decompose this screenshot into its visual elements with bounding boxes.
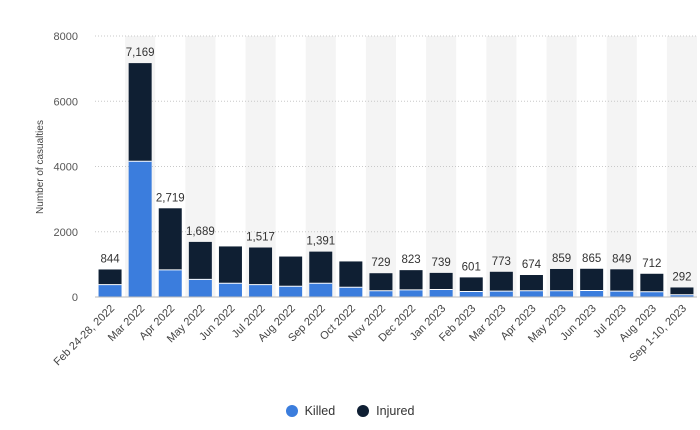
bar-killed[interactable] — [550, 290, 574, 297]
bars — [98, 63, 694, 297]
data-label: 823 — [401, 254, 420, 266]
x-tick-label: Sep 1-10, 2023 — [627, 303, 689, 365]
bar-injured[interactable] — [580, 268, 604, 291]
bar-killed[interactable] — [98, 284, 122, 297]
bar-killed[interactable] — [610, 291, 634, 297]
gridlines — [95, 35, 697, 297]
legend-item-injured[interactable]: Injured — [357, 404, 414, 418]
legend-injured-label: Injured — [376, 404, 415, 418]
bar-killed[interactable] — [158, 269, 182, 297]
bar-injured[interactable] — [610, 269, 634, 292]
data-label: 712 — [642, 258, 661, 270]
legend-killed-label: Killed — [304, 404, 336, 418]
bar-injured[interactable] — [519, 275, 543, 291]
data-label: 1,391 — [306, 236, 335, 248]
data-label: 849 — [612, 253, 631, 265]
y-tick-label: 0 — [72, 292, 78, 304]
bar-killed[interactable] — [640, 291, 664, 297]
bar-killed[interactable] — [489, 291, 513, 297]
data-label: 844 — [100, 253, 120, 265]
bar-injured[interactable] — [339, 261, 363, 288]
data-label: 2,719 — [156, 192, 185, 204]
data-label: 1,517 — [246, 232, 275, 244]
bar-killed[interactable] — [188, 279, 212, 297]
bar-injured[interactable] — [128, 63, 152, 162]
bar-injured[interactable] — [670, 287, 694, 295]
bar-injured[interactable] — [98, 269, 122, 285]
data-label: 1,689 — [186, 226, 215, 238]
bar-killed[interactable] — [429, 289, 453, 297]
bar-killed[interactable] — [519, 290, 543, 297]
bar-killed[interactable] — [218, 283, 242, 297]
bar-killed[interactable] — [580, 290, 604, 297]
bar-injured[interactable] — [158, 208, 182, 270]
bar-injured[interactable] — [640, 273, 664, 292]
bar-injured[interactable] — [369, 273, 393, 291]
data-label: 7,169 — [126, 47, 155, 59]
bar-injured[interactable] — [429, 272, 453, 290]
casualties-bar-chart: 0 2000 4000 6000 8000 844 7,169 2,719 1,689 1,51… — [35, 31, 697, 369]
legend-killed-swatch — [285, 405, 298, 417]
bar-injured[interactable] — [218, 246, 242, 284]
data-label: 674 — [522, 259, 542, 271]
legend-item-killed[interactable]: Killed — [285, 404, 336, 418]
bar-killed[interactable] — [309, 283, 333, 297]
bar-injured[interactable] — [459, 277, 483, 292]
bar-injured[interactable] — [249, 247, 273, 285]
bar-killed[interactable] — [369, 290, 393, 297]
y-tick-label: 4000 — [54, 162, 78, 174]
data-label: 292 — [672, 271, 691, 283]
data-label: 729 — [371, 257, 390, 269]
bar-killed[interactable] — [670, 294, 694, 297]
bar-killed[interactable] — [459, 291, 483, 297]
data-label: 601 — [462, 261, 481, 273]
data-label: 859 — [552, 253, 571, 265]
y-tick-label: 8000 — [54, 31, 78, 43]
bar-injured[interactable] — [489, 271, 513, 292]
y-tick-label: 2000 — [54, 227, 78, 239]
bar-injured[interactable] — [399, 270, 423, 290]
data-label: 739 — [432, 257, 451, 269]
bar-killed[interactable] — [279, 286, 303, 297]
bar-injured[interactable] — [188, 241, 212, 280]
bar-killed[interactable] — [339, 287, 363, 297]
bar-injured[interactable] — [279, 256, 303, 287]
y-axis-ticks: 0 2000 4000 6000 8000 — [54, 31, 78, 304]
legend-injured-swatch — [357, 405, 370, 417]
y-axis-label: Number of casualties — [35, 120, 46, 214]
data-label: 865 — [582, 253, 601, 265]
y-tick-label: 6000 — [54, 96, 78, 108]
bar-killed[interactable] — [399, 289, 423, 297]
bar-killed[interactable] — [128, 161, 152, 297]
bar-injured[interactable] — [550, 268, 574, 291]
data-label: 773 — [492, 256, 511, 268]
bar-killed[interactable] — [249, 284, 273, 297]
bar-injured[interactable] — [309, 251, 333, 284]
legend: Killed Injured — [0, 404, 700, 418]
data-labels: 844 7,169 2,719 1,689 1,517 1,391 729 823 739 601… — [100, 47, 691, 283]
